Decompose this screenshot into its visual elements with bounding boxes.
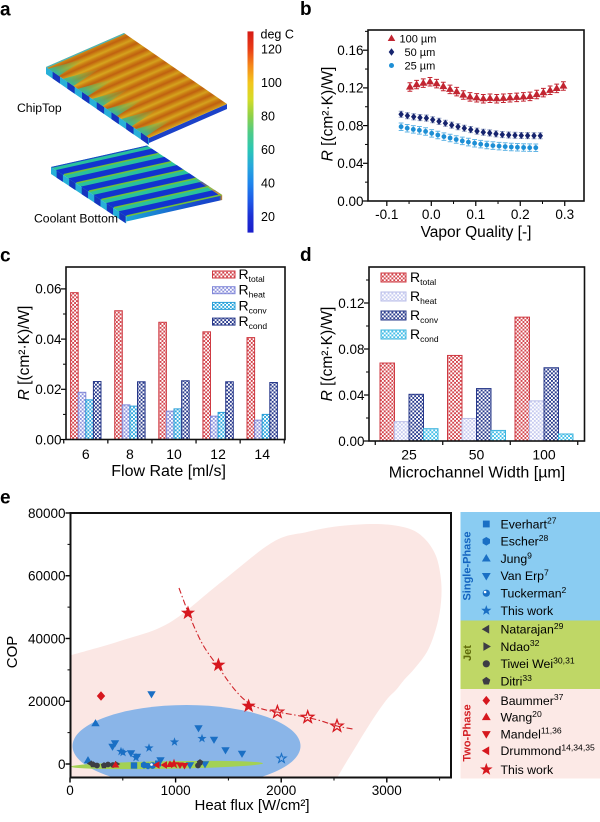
svg-text:-0.1: -0.1 (375, 207, 398, 222)
svg-text:Jet: Jet (462, 645, 474, 661)
svg-text:Single-Phase: Single-Phase (462, 531, 474, 600)
svg-text:0.08: 0.08 (338, 342, 364, 357)
svg-text:Heat flux [W/cm²]: Heat flux [W/cm²] (194, 797, 309, 814)
svg-text:Microchannel Width [µm]: Microchannel Width [µm] (389, 465, 565, 482)
svg-text:R [(cm²·K)/W]: R [(cm²·K)/W] (320, 67, 337, 162)
svg-text:40000: 40000 (28, 631, 66, 646)
svg-text:deg C: deg C (261, 28, 294, 42)
svg-text:c: c (0, 246, 11, 267)
svg-text:20000: 20000 (28, 694, 66, 709)
svg-text:8: 8 (126, 446, 134, 462)
svg-text:2000: 2000 (266, 783, 296, 798)
svg-text:Flow Rate [ml/s]: Flow Rate [ml/s] (111, 463, 226, 480)
svg-text:60: 60 (261, 143, 275, 157)
svg-text:3000: 3000 (372, 783, 402, 798)
svg-text:R [(cm²·K)/W]: R [(cm²·K)/W] (319, 307, 336, 402)
svg-text:0.00: 0.00 (337, 194, 363, 209)
svg-text:ChipTop: ChipTop (17, 101, 62, 115)
svg-text:e: e (0, 488, 11, 509)
svg-text:20: 20 (261, 210, 275, 224)
svg-text:This work: This work (501, 763, 554, 777)
svg-text:14: 14 (254, 446, 270, 462)
svg-text:0.06: 0.06 (35, 282, 61, 297)
svg-text:0.00: 0.00 (338, 434, 364, 449)
svg-text:6: 6 (82, 446, 90, 462)
svg-text:80000: 80000 (28, 506, 66, 521)
svg-text:R [(cm²·K)/W]: R [(cm²·K)/W] (16, 306, 33, 401)
svg-text:0.12: 0.12 (337, 81, 363, 96)
svg-text:100 µm: 100 µm (400, 34, 437, 46)
svg-text:12: 12 (210, 446, 226, 462)
svg-text:60000: 60000 (28, 569, 66, 584)
svg-text:COP: COP (4, 636, 21, 669)
svg-text:d: d (300, 245, 312, 266)
svg-text:a: a (0, 0, 11, 21)
svg-text:0.0: 0.0 (422, 207, 441, 222)
svg-text:40: 40 (261, 176, 275, 190)
svg-text:50: 50 (469, 447, 485, 463)
svg-text:b: b (300, 0, 312, 20)
svg-text:120: 120 (261, 42, 282, 56)
svg-text:50 µm: 50 µm (405, 47, 436, 59)
svg-text:0.16: 0.16 (337, 43, 363, 58)
svg-text:0.1: 0.1 (466, 207, 485, 222)
svg-text:0.04: 0.04 (35, 332, 62, 347)
svg-text:0.04: 0.04 (337, 156, 364, 171)
svg-text:Coolant Bottom: Coolant Bottom (34, 212, 118, 226)
svg-text:0.3: 0.3 (555, 207, 574, 222)
svg-text:100: 100 (261, 76, 282, 90)
svg-text:This work: This work (501, 604, 554, 618)
svg-text:10: 10 (166, 446, 182, 462)
svg-text:Van Erp7: Van Erp7 (501, 568, 550, 584)
svg-text:0.08: 0.08 (337, 118, 363, 133)
svg-text:80: 80 (261, 109, 275, 123)
svg-text:0: 0 (66, 783, 74, 798)
svg-text:0.2: 0.2 (511, 207, 530, 222)
svg-text:0.00: 0.00 (35, 432, 61, 447)
svg-text:Two-Phase: Two-Phase (462, 704, 474, 761)
svg-text:25: 25 (401, 447, 417, 463)
svg-text:Vapor Quality [-]: Vapor Quality [-] (421, 224, 532, 241)
svg-text:0.12: 0.12 (338, 296, 364, 311)
svg-text:1000: 1000 (161, 783, 191, 798)
svg-text:0.02: 0.02 (35, 382, 61, 397)
svg-text:25 µm: 25 µm (405, 61, 436, 73)
svg-text:100: 100 (532, 447, 556, 463)
svg-text:0.04: 0.04 (338, 388, 365, 403)
svg-text:0: 0 (58, 757, 66, 772)
svg-text:Tuckerman2: Tuckerman2 (501, 585, 567, 601)
